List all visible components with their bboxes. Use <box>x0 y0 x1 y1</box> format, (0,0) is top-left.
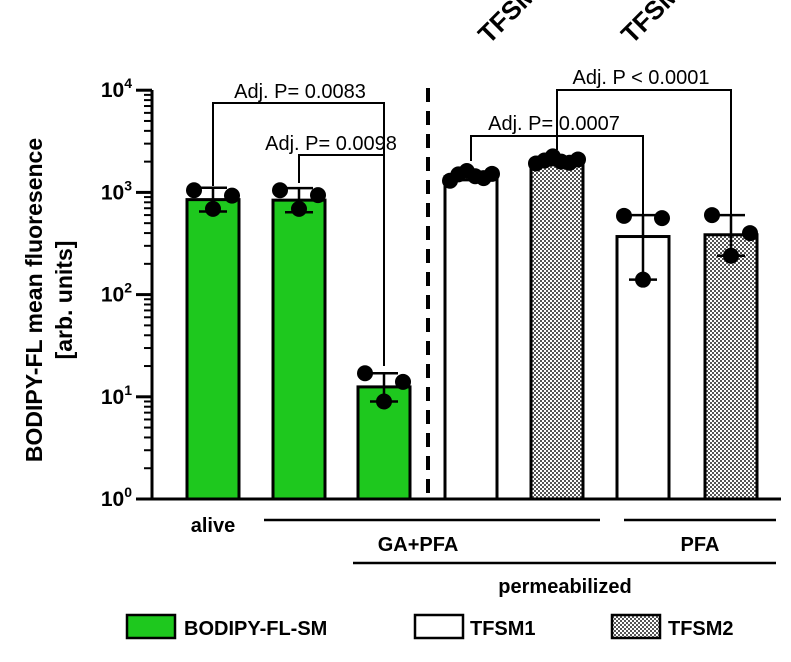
y-tick-label: 102 <box>101 280 132 307</box>
y-tick-label-base: 10 <box>101 386 124 409</box>
top-label-tfsm2: TFSM2 <box>615 0 696 49</box>
y-tick-label: 100 <box>101 484 132 511</box>
data-point <box>272 182 288 199</box>
data-point <box>635 271 651 288</box>
comparison-label: Adj. P= 0.0083 <box>234 81 366 103</box>
comparison-bracket <box>298 154 385 366</box>
y-axis-title-line1: BODIPY-FL mean fluoresence <box>21 138 47 462</box>
comparison-label: Adj. P < 0.0001 <box>573 67 710 89</box>
group-label-alive: alive <box>191 515 235 537</box>
data-point <box>310 187 326 204</box>
comparison-bracket <box>556 89 732 232</box>
legend-label-tfsm1: TFSM1 <box>470 618 536 640</box>
y-tick-label-exponent: 2 <box>124 280 132 296</box>
data-point <box>570 151 586 168</box>
data-point <box>484 165 500 182</box>
data-point <box>742 225 758 242</box>
y-tick-label-exponent: 3 <box>124 177 132 193</box>
y-tick-label: 101 <box>101 382 132 409</box>
bar <box>185 198 241 501</box>
top-label-tfsm1: TFSM1 <box>472 0 553 49</box>
legend-swatch-bodipy <box>125 613 177 640</box>
comparison-label: Adj. P= 0.0098 <box>265 133 397 155</box>
comparison-label: Adj. P= 0.0007 <box>488 113 620 135</box>
y-tick-label-base: 10 <box>101 284 124 307</box>
y-axis-title-line2: [arb. units] <box>51 241 77 360</box>
bar <box>271 198 327 501</box>
y-tick-label-base: 10 <box>101 181 124 204</box>
data-point <box>654 210 670 227</box>
data-point <box>357 365 373 382</box>
bar <box>443 175 499 501</box>
group-label-ga-pfa: GA+PFA <box>378 534 459 556</box>
bar <box>529 160 585 501</box>
comparison-brackets: Adj. P= 0.0083 Adj. P= 0.0098 Adj. P= 0.00… <box>212 67 732 366</box>
y-tick-label: 104 <box>101 75 132 102</box>
y-tick-label-exponent: 4 <box>124 75 132 91</box>
bar <box>703 233 759 501</box>
legend-label-tfsm2: TFSM2 <box>668 618 734 640</box>
y-axis-title: BODIPY-FL mean fluoresence [arb. units] <box>21 138 77 462</box>
group-label-permeabilized: permeabilized <box>498 576 631 598</box>
legend-swatch-tfsm1 <box>413 613 465 640</box>
legend: BODIPY-FL-SM TFSM1 TFSM2 <box>125 613 734 640</box>
y-tick-label-exponent: 0 <box>124 484 132 500</box>
data-point <box>723 247 739 264</box>
data-point <box>616 207 632 224</box>
y-tick-label: 103 <box>101 177 132 204</box>
data-point <box>291 200 307 217</box>
data-point <box>224 187 240 204</box>
y-tick-label-base: 10 <box>101 79 124 102</box>
data-point <box>704 207 720 224</box>
y-tick-label-base: 10 <box>101 488 124 511</box>
data-point <box>395 373 411 390</box>
y-tick-label-exponent: 1 <box>124 382 132 398</box>
legend-label-bodipy: BODIPY-FL-SM <box>184 618 327 640</box>
data-point <box>186 182 202 199</box>
legend-swatch-tfsm2 <box>610 613 662 640</box>
group-label-pfa: PFA <box>681 534 720 556</box>
data-point <box>376 393 392 410</box>
data-point <box>205 200 221 217</box>
bars-layer <box>185 148 759 501</box>
